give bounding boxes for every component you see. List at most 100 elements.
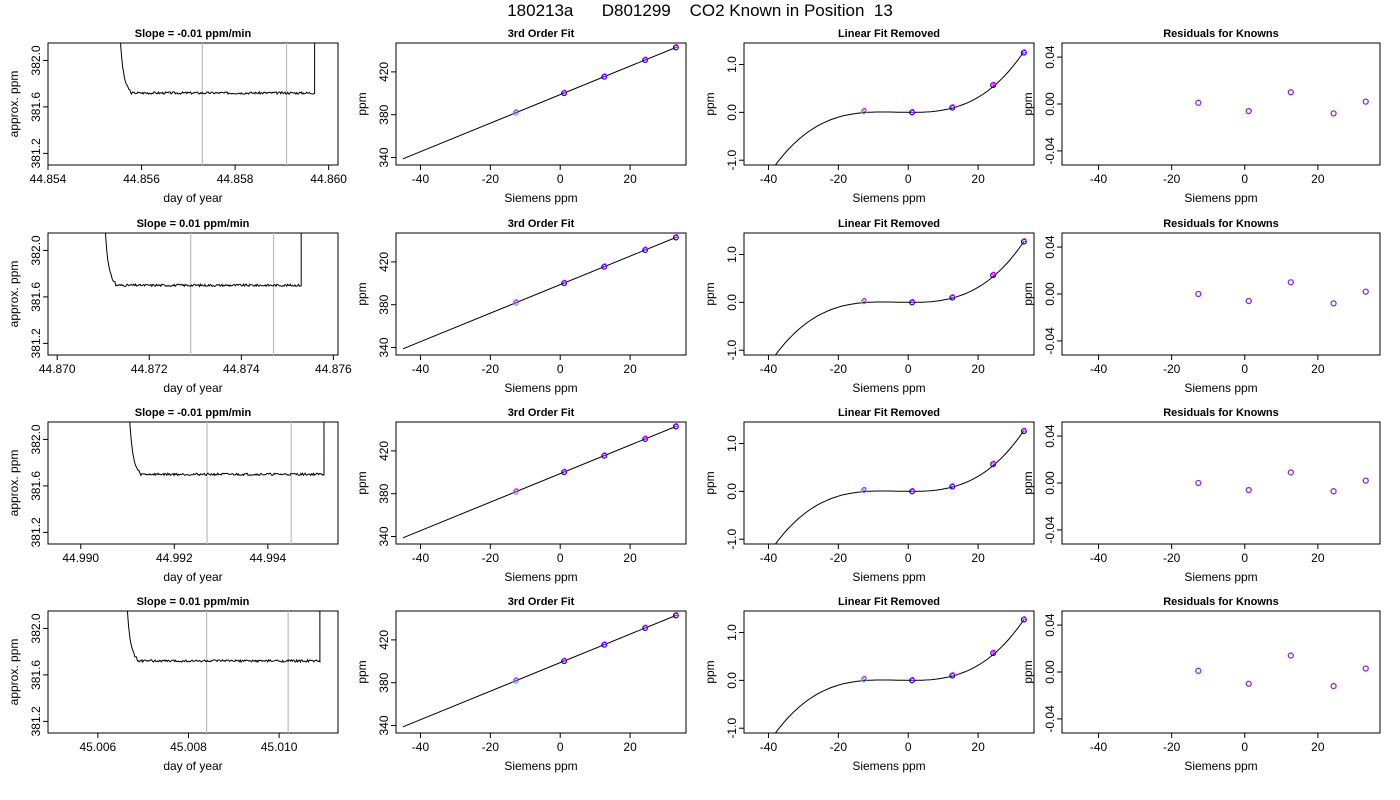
data-point-mark [1022,616,1027,621]
chart-panel-r1-residuals: Residuals for Knowns -40 -20 0 20 -0.04 0.00 0.… [1021,28,1381,205]
y-tick-label: 0.0 [725,294,739,311]
plot-frame [47,421,339,545]
x-axis-label: Siemens ppm [852,570,925,584]
x-tick-label: 0 [557,362,564,376]
data-point [1020,428,1027,435]
data-point-mark [1022,238,1027,243]
data-point-mark [910,487,915,492]
data-point-mark [991,271,996,276]
data-point-mark [862,486,867,491]
y-tick-label: 0.04 [1043,235,1057,259]
plot-area [402,233,679,350]
data-point [642,57,649,64]
panel-title: Linear Fit Removed [838,218,940,230]
data-point-mark [910,108,915,113]
y-axis-label: ppm [703,282,717,305]
plot-area [774,427,1027,544]
x-tick-label: -20 [1163,362,1181,376]
x-tick-label: -20 [830,172,848,186]
y-tick-label: 381.2 [29,706,43,736]
data-point [672,423,679,430]
plot-frame [47,610,339,734]
residual-point [1330,682,1337,690]
x-tick-label: 0 [905,740,912,754]
panel-title: Residuals for Knowns [1163,218,1279,230]
y-tick-label: 420 [377,441,391,461]
y-axis-label: approx. ppm [7,261,21,328]
x-tick-label: -40 [1090,740,1108,754]
chart-panel-r3-time-trace: Slope = -0.01 ppm/min 44.990 44.992 44.994 3… [7,407,339,584]
panel-title: Residuals for Knowns [1163,596,1279,608]
x-tick-label: 44.992 [156,551,193,565]
x-tick-label: -20 [482,172,500,186]
residual-point [1362,477,1369,484]
data-point [601,263,608,270]
figure-title: 180213a D801299 CO2 Known in Position 13 [507,1,893,20]
plot-area [774,238,1027,355]
y-tick-label: 1.0 [725,246,739,263]
x-tick-label: 20 [1311,551,1325,565]
x-axis-label: Siemens ppm [504,381,577,395]
data-point [860,108,867,115]
y-tick-label: 0.0 [725,672,739,689]
chart-panel-r2-linear-fit-removed: Linear Fit Removed -40 -20 0 20 -1.0 0.0 1.0 Sie… [703,218,1035,395]
y-axis-label: approx. ppm [7,639,21,706]
data-point-mark [562,657,567,662]
y-tick-label: 382.0 [29,613,43,643]
plot-frame [743,421,1035,545]
panel-title: Slope = -0.01 ppm/min [135,407,252,419]
cubic-fit-line [402,615,676,728]
data-point [672,44,679,51]
x-tick-label: 44.856 [123,172,160,186]
data-point [860,487,867,494]
data-point-mark [674,233,679,238]
data-point-mark [991,81,996,86]
y-tick-label: 0.04 [1043,45,1057,69]
y-tick-label: 340 [377,147,391,167]
data-point-mark [643,624,648,629]
y-tick-label: -0.04 [1043,705,1057,733]
x-tick-label: -20 [482,551,500,565]
data-point [1020,616,1027,623]
data-point [561,90,568,97]
data-point-mark [910,298,915,303]
data-point [860,676,867,683]
y-tick-label: 0.0 [725,483,739,500]
y-tick-label: 1.0 [725,435,739,452]
x-tick-label: 20 [971,172,985,186]
residual-cubic-curve [774,430,1024,544]
data-point-mark [950,104,955,109]
plot-area [402,422,679,539]
data-point-mark [862,675,867,680]
x-tick-label: -20 [830,362,848,376]
y-tick-label: -1.0 [725,529,739,550]
x-tick-label: 44.854 [30,172,67,186]
plot-frame [743,610,1035,734]
y-tick-label: 420 [377,252,391,272]
data-point [860,298,867,305]
chart-panel-r2-residuals: Residuals for Knowns -40 -20 0 20 -0.04 0.00 0.… [1021,218,1381,395]
data-point [512,677,519,684]
panel-title: 3rd Order Fit [508,218,575,230]
y-tick-label: 381.6 [29,471,43,501]
x-tick-label: 45.010 [261,740,298,754]
x-tick-label: 45.006 [79,740,116,754]
data-point [990,650,997,657]
data-point-mark [674,43,679,48]
x-tick-label: 0 [557,551,564,565]
y-axis-label: ppm [703,471,717,494]
x-tick-label: -40 [412,740,430,754]
y-tick-label: 382.0 [29,45,43,75]
y-tick-label: 340 [377,715,391,735]
panel-title: Slope = 0.01 ppm/min [137,596,250,608]
data-point-mark [562,89,567,94]
plot-area [402,611,679,728]
plot-frame [395,610,687,734]
y-axis-label: ppm [703,660,717,683]
residual-cubic-curve [774,51,1024,165]
residual-point [1245,297,1252,305]
x-tick-label: 20 [971,551,985,565]
residual-point [1287,652,1294,659]
data-point-mark [1022,49,1027,54]
data-point-mark [602,263,607,268]
